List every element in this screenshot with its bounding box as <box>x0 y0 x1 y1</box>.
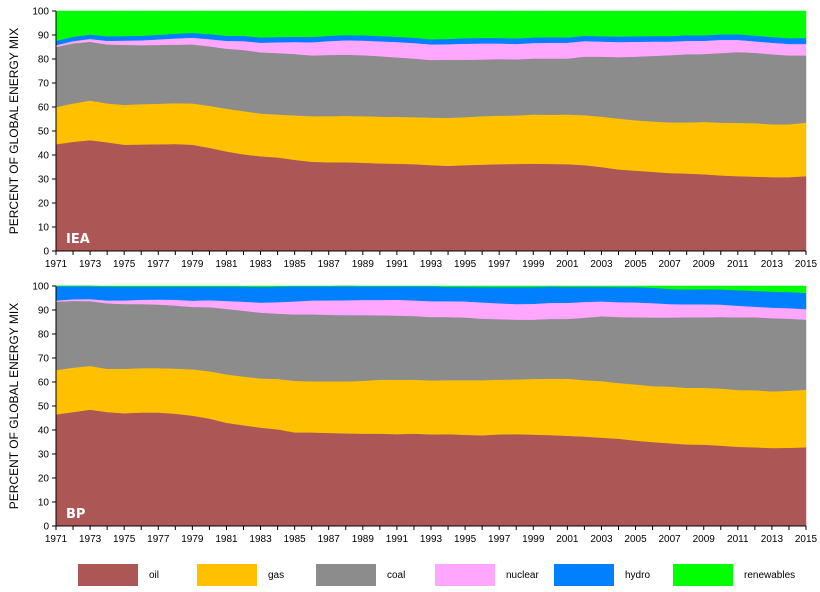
x-tick-label: 1987 <box>318 259 341 270</box>
x-tick-label: 2001 <box>556 259 579 270</box>
x-tick-label: 1983 <box>249 259 272 270</box>
x-tick-label: 2005 <box>624 259 647 270</box>
renewables-legend-label: renewables <box>744 570 795 581</box>
y-tick-label: 50 <box>38 402 50 413</box>
energy-mix-charts: 01020304050607080901001971 1973 1975 1977 19… <box>0 0 820 592</box>
x-tick-label: 1981 <box>215 534 238 545</box>
y-axis-title: PERCENT OF GLOBAL ENERGY MIX <box>7 303 21 510</box>
x-tick-label: 1987 <box>318 534 341 545</box>
bp-panel: 0 10 20 30 40 50 60 70 80 90 100 1971 1973 1975 1977 19… <box>7 282 818 546</box>
x-tick-label: 1995 <box>454 534 477 545</box>
legend: oil gas coal nuclear hydro renewables <box>78 564 795 586</box>
gas-legend-label: gas <box>268 570 284 581</box>
x-tick-label: 2009 <box>693 259 716 270</box>
x-tick-label: 2011 <box>727 259 749 270</box>
x-tick-label: 2013 <box>761 534 784 545</box>
y-axis-title: PERCENT OF GLOBAL ENERGY MIX <box>7 28 21 235</box>
x-tick-label: 1975 <box>113 259 136 270</box>
y-tick-label: 100 <box>32 282 49 293</box>
x-tick-label: 1989 <box>352 259 375 270</box>
y-tick-label: 80 <box>38 55 50 66</box>
x-tick-label: 1977 <box>147 259 170 270</box>
x-tick-label: 2003 <box>590 259 613 270</box>
x-tick-label: 2001 <box>556 534 579 545</box>
x-tick-label: 2007 <box>659 534 682 545</box>
x-tick-label: 1971 <box>45 534 68 545</box>
x-tick-label: 1981 <box>215 259 238 270</box>
renewables-legend-swatch <box>673 564 733 586</box>
panel-label: IEA <box>66 232 90 247</box>
y-tick-label: 0 <box>43 247 49 258</box>
x-tick-label: 2013 <box>761 259 784 270</box>
y-tick-label: 90 <box>38 306 50 317</box>
iea-panel: 0 10 20 30 40 50 60 70 80 90 100 1971 1973 1975 1977 19… <box>7 7 818 271</box>
y-tick-label: 90 <box>38 31 50 42</box>
y-tick-label: 60 <box>38 103 50 114</box>
coal-legend-swatch <box>316 564 376 586</box>
y-tick-label: 70 <box>38 354 50 365</box>
x-tick-label: 1985 <box>284 534 307 545</box>
hydro-legend-label: hydro <box>625 570 650 581</box>
hydro-legend-swatch <box>554 564 614 586</box>
x-tick-label: 2003 <box>590 534 613 545</box>
x-tick-label: 1979 <box>181 259 204 270</box>
x-tick-label: 1975 <box>113 534 136 545</box>
x-tick-label: 1991 <box>386 259 409 270</box>
x-tick-label: 1973 <box>79 259 102 270</box>
y-tick-label: 10 <box>38 498 50 509</box>
panel-label: BP <box>66 507 85 522</box>
x-tick-label: 1979 <box>181 534 204 545</box>
coal-legend-label: coal <box>387 570 405 581</box>
oil-legend-swatch <box>78 564 138 586</box>
oil-legend-label: oil <box>149 570 159 581</box>
x-tick-label: 2015 <box>795 534 818 545</box>
y-tick-label: 40 <box>38 426 50 437</box>
x-tick-label: 1983 <box>249 534 272 545</box>
y-tick-label: 20 <box>38 474 50 485</box>
y-tick-label: 70 <box>38 79 50 90</box>
y-tick-label: 30 <box>38 175 50 186</box>
x-tick-label: 1977 <box>147 534 170 545</box>
y-tick-label: 100 <box>32 7 49 18</box>
y-tick-label: 50 <box>38 127 50 138</box>
x-tick-label: 1973 <box>79 534 102 545</box>
x-tick-label: 2007 <box>659 259 682 270</box>
x-tick-label: 1971 <box>45 259 68 270</box>
y-tick-label: 80 <box>38 330 50 341</box>
x-tick-label: 2015 <box>795 259 818 270</box>
x-tick-label: 1997 <box>488 534 511 545</box>
energy-mix-figure: 0 10 20 30 40 50 60 70 80 90 100 1971 1973 1975 1977 19… <box>0 0 820 592</box>
gas-legend-swatch <box>197 564 257 586</box>
x-tick-label: 1999 <box>522 534 545 545</box>
y-tick-label: 30 <box>38 450 50 461</box>
x-tick-label: 1989 <box>352 534 375 545</box>
y-tick-label: 40 <box>38 151 50 162</box>
x-tick-label: 2005 <box>624 534 647 545</box>
x-tick-label: 2009 <box>693 534 716 545</box>
x-tick-label: 1997 <box>488 259 511 270</box>
nuclear-legend-label: nuclear <box>506 570 539 581</box>
x-tick-label: 1995 <box>454 259 477 270</box>
x-tick-label: 2011 <box>727 534 749 545</box>
y-tick-label: 0 <box>43 522 49 533</box>
x-tick-label: 1993 <box>420 534 443 545</box>
x-tick-label: 1999 <box>522 259 545 270</box>
x-tick-label: 1991 <box>386 534 409 545</box>
y-tick-label: 20 <box>38 199 50 210</box>
nuclear-legend-swatch <box>435 564 495 586</box>
x-tick-label: 1993 <box>420 259 443 270</box>
y-tick-label: 10 <box>38 223 50 234</box>
x-tick-label: 1985 <box>284 259 307 270</box>
y-tick-label: 60 <box>38 378 50 389</box>
